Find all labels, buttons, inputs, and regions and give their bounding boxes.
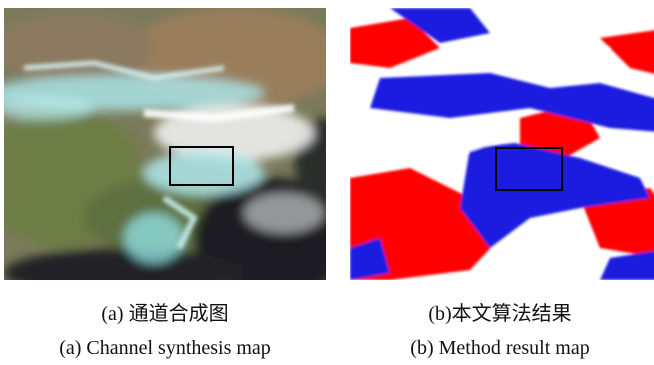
classification-map-graphic	[350, 8, 654, 280]
caption-a-english: (a) Channel synthesis map	[59, 337, 271, 359]
satellite-composite-graphic	[4, 8, 326, 280]
caption-a-chinese: (a) 通道合成图	[101, 303, 229, 325]
caption-b-chinese: (b)本文算法结果	[428, 303, 572, 325]
region-box	[495, 147, 563, 191]
channel-synthesis-image	[4, 8, 326, 280]
region-box	[169, 146, 234, 186]
method-result-image	[350, 8, 654, 280]
caption-b-english: (b) Method result map	[410, 337, 590, 359]
